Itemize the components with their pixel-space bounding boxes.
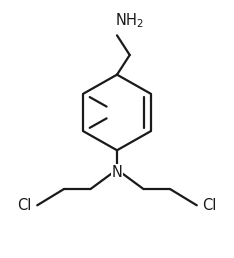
Text: N: N (112, 165, 122, 180)
Text: Cl: Cl (202, 198, 217, 213)
Text: Cl: Cl (17, 198, 32, 213)
Text: NH$_2$: NH$_2$ (115, 11, 144, 30)
